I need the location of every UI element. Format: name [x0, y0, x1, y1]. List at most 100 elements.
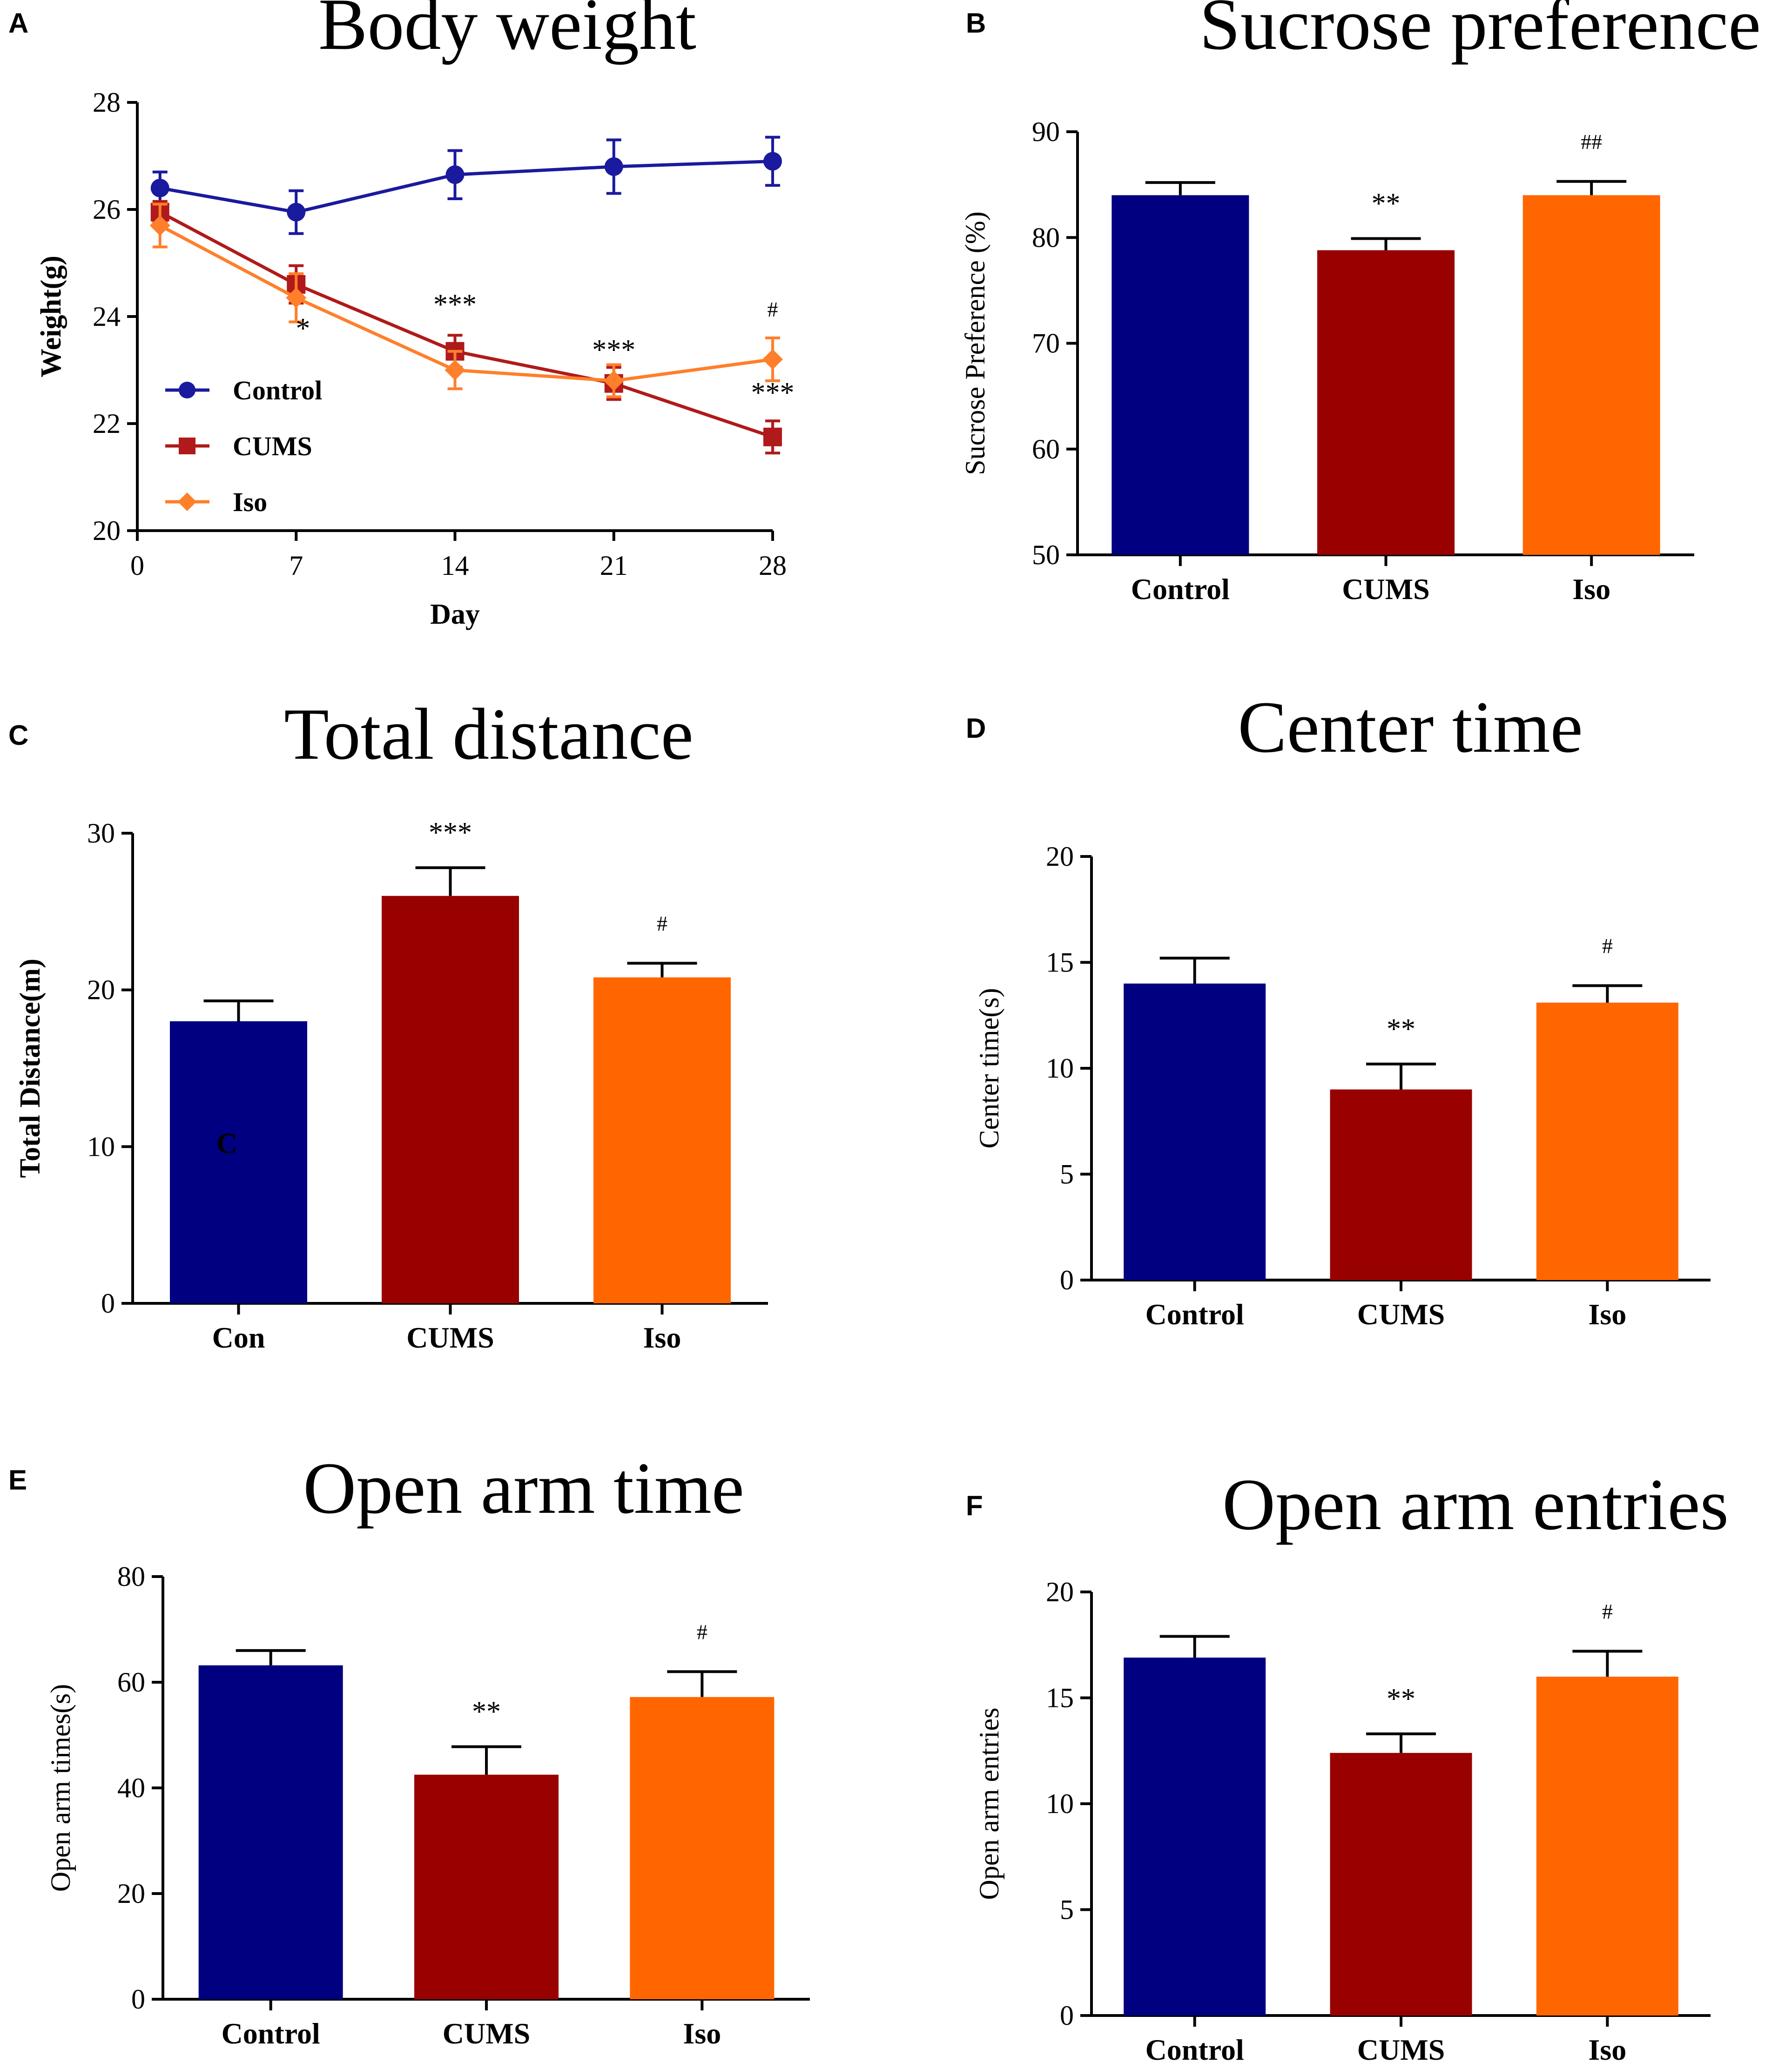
panel-a: A Body weight 20 22 24 26 28 0 7 14 21 28 Day Weight(…: [8, 0, 795, 630]
panel-f: F Open arm entries 0 5 10 15 20 Control CUMS ** Is…: [966, 1464, 1729, 2063]
y-axis-title: Total Distance(m): [14, 958, 46, 1178]
y-tick-label: 20: [117, 1878, 145, 1909]
chart-title: Center time: [1238, 687, 1583, 768]
x-tick-label: 28: [759, 550, 787, 581]
legend-marker: [179, 382, 195, 398]
bar-iso: [1523, 195, 1660, 555]
x-tick-label: Iso: [1588, 2033, 1626, 2063]
x-tick-label: 0: [130, 550, 144, 581]
panel-d: D Center time 0 5 10 15 20 Control CUMS ** Iso # Cen…: [966, 687, 1711, 1331]
legend-label: Control: [233, 375, 322, 405]
bar-control: [198, 1665, 343, 1999]
x-tick-label: CUMS: [1357, 1298, 1445, 1331]
x-tick-label: 14: [441, 550, 469, 581]
y-tick-label: 0: [131, 1984, 145, 2015]
legend-label: Iso: [233, 487, 267, 517]
y-tick-label: 20: [87, 975, 115, 1005]
x-tick-label: Iso: [683, 2017, 721, 2050]
data-point: [604, 157, 623, 176]
y-tick-label: 10: [87, 1131, 115, 1162]
significance-label: ***: [592, 334, 635, 366]
x-tick-label: CUMS: [406, 1321, 494, 1354]
y-tick-label: 5: [1060, 1894, 1074, 1925]
significance-label: **: [1387, 1683, 1415, 1715]
y-axis-title: Open arm times(s): [45, 1684, 76, 1892]
data-point: [445, 360, 465, 380]
x-tick-label: 7: [289, 550, 303, 581]
y-tick-label: 30: [87, 818, 115, 849]
y-tick-label: 80: [117, 1561, 145, 1592]
data-point: [763, 427, 782, 446]
y-tick-label: 90: [1032, 116, 1060, 147]
data-point: [762, 349, 783, 370]
panel-label: A: [8, 7, 28, 39]
bar-control: [1124, 1658, 1266, 2016]
x-tick-label: 21: [600, 550, 628, 581]
x-tick-label: Iso: [1588, 1298, 1626, 1331]
significance-label: #: [1602, 934, 1613, 958]
panel-label: C: [8, 720, 28, 751]
chart-title: Open arm time: [303, 1448, 744, 1529]
x-axis-title: Day: [430, 599, 480, 630]
significance-label: ***: [751, 377, 795, 409]
chart-title: Open arm entries: [1222, 1464, 1729, 1545]
significance-label: ***: [429, 817, 472, 849]
series-line: [160, 160, 773, 214]
y-tick-label: 15: [1046, 947, 1074, 978]
y-tick-label: 15: [1046, 1683, 1074, 1713]
panel-b: B Sucrose preference 50 60 70 80 90 Control CUMS…: [960, 0, 1761, 606]
y-tick-label: 0: [101, 1288, 115, 1319]
y-tick-label: 60: [117, 1667, 145, 1698]
x-tick-label: Control: [1145, 2033, 1244, 2063]
y-tick-label: 20: [93, 515, 121, 546]
bar-cums: [382, 896, 519, 1303]
significance-label: ##: [1581, 130, 1602, 154]
panel-label: F: [966, 1490, 983, 1521]
y-tick-label: 20: [1046, 841, 1074, 872]
data-point: [149, 215, 170, 236]
y-tick-label: 70: [1032, 328, 1060, 359]
legend-label: CUMS: [233, 431, 312, 461]
panel-c: C Total distance 0 10 20 30 Con C CUMS *** Iso # Tot…: [8, 694, 768, 1354]
y-tick-label: 50: [1032, 539, 1060, 570]
significance-label: #: [657, 911, 667, 935]
bar-inner-text: C: [216, 1128, 237, 1160]
data-point: [603, 371, 624, 391]
bar-iso: [630, 1697, 775, 1999]
x-tick-label: Iso: [643, 1321, 681, 1354]
bar-iso: [1536, 1677, 1678, 2016]
significance-label: #: [1602, 1599, 1613, 1623]
y-axis-title: Open arm entries: [974, 1707, 1004, 1900]
significance-label: **: [472, 1696, 501, 1727]
y-tick-label: 0: [1060, 1265, 1074, 1295]
legend-marker: [178, 492, 196, 511]
x-tick-label: CUMS: [1357, 2033, 1445, 2063]
chart-title: Sucrose preference: [1199, 0, 1761, 65]
legend-marker: [179, 438, 195, 454]
bar-control: [1112, 195, 1249, 555]
x-tick-label: Iso: [1572, 573, 1610, 606]
bar-cums: [1330, 1089, 1472, 1280]
significance-label: **: [1387, 1013, 1415, 1045]
legend: Control CUMS Iso: [165, 375, 322, 517]
series-iso: [149, 202, 783, 398]
series-control: [150, 135, 782, 235]
significance-label: **: [1372, 188, 1401, 220]
chart-title: Body weight: [318, 0, 696, 65]
y-tick-label: 10: [1046, 1053, 1074, 1084]
panel-label: D: [966, 713, 986, 744]
x-tick-label: Control: [1145, 1298, 1244, 1331]
y-tick-label: 5: [1060, 1159, 1074, 1190]
significance-label: #: [697, 1620, 707, 1644]
y-tick-label: 26: [93, 194, 121, 225]
y-axis-title: Weight(g): [35, 256, 67, 378]
bar-cums: [1330, 1753, 1472, 2016]
y-tick-label: 80: [1032, 222, 1060, 253]
y-tick-label: 0: [1060, 2000, 1074, 2031]
chart-title: Total distance: [284, 694, 694, 775]
panel-label: E: [8, 1464, 27, 1496]
significance-label: #: [768, 297, 778, 321]
x-tick-label: Con: [212, 1321, 265, 1354]
bar-cums: [1317, 250, 1455, 555]
